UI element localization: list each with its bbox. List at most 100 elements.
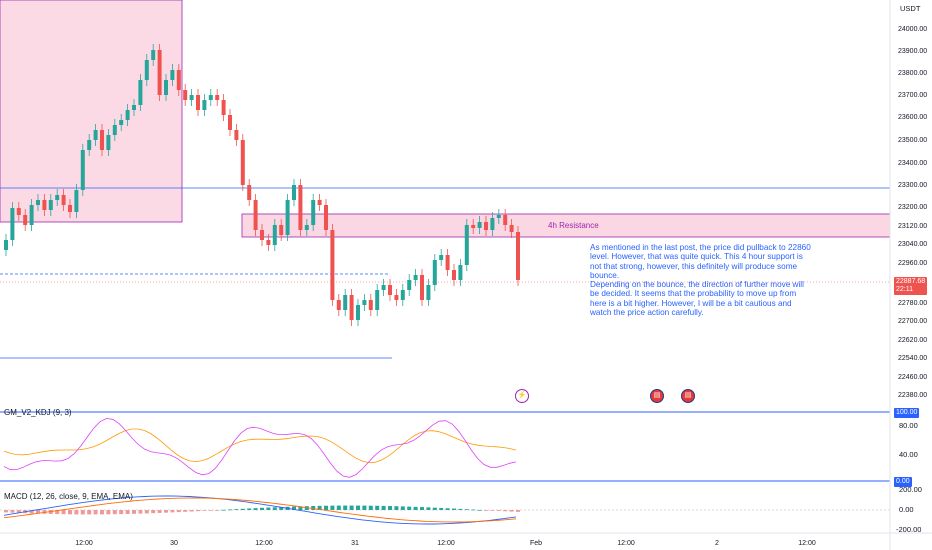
candle-body [484, 222, 488, 230]
current-price-value: 22887.68 [896, 278, 926, 285]
candles [4, 44, 520, 326]
candle-body [87, 140, 92, 150]
macd-bar [215, 510, 220, 511]
macd-bar [496, 510, 501, 511]
kdj-level-tag: 100.00 [894, 408, 920, 418]
price-tick-label: 23700.00 [898, 92, 927, 99]
macd-bar [183, 510, 188, 512]
macd-bar [330, 505, 335, 510]
macd-bar [10, 510, 15, 513]
candle-body [311, 200, 316, 225]
macd-bar [452, 508, 456, 510]
resistance-label[interactable]: 4h Resistance [548, 221, 599, 230]
candle-body [336, 300, 341, 310]
macd-bar [420, 507, 424, 510]
price-tick-label: 24000.00 [898, 26, 927, 33]
macd-title[interactable]: MACD (12, 26, close, 9, EMA, EMA) [4, 492, 133, 501]
macd-bar [151, 510, 156, 514]
candle-body [496, 215, 501, 218]
macd-bar [394, 506, 399, 510]
candle-body [106, 135, 111, 150]
time-tick-label: 12:00 [798, 540, 816, 547]
time-tick-label: 12:00 [437, 540, 455, 547]
macd-bar [176, 510, 181, 513]
candle-body [471, 225, 476, 228]
candle-body [413, 275, 418, 280]
candle-body [170, 70, 175, 80]
macd-bar [42, 510, 47, 514]
candle-body [93, 130, 98, 140]
macd-bar [311, 505, 316, 510]
macd-bar [279, 507, 284, 510]
candle-body [253, 200, 258, 230]
macd-bar [164, 510, 168, 513]
macd-bar [477, 509, 482, 511]
candle-body [272, 225, 277, 245]
time-tick-label: 2 [715, 540, 719, 547]
price-axis: 24000.00 23900.00 23800.00 23700.00 23600.00… [898, 26, 927, 399]
price-tick-label: 22620.00 [898, 337, 927, 344]
macd-bar [125, 510, 130, 514]
us-flag-icon[interactable]: ▤ [650, 389, 664, 403]
macd-tick: 0.00 [899, 505, 914, 514]
candle-body [368, 300, 373, 310]
macd-bar [503, 510, 508, 512]
candle-body [112, 125, 117, 135]
candle-body [317, 200, 322, 205]
macd-bar [253, 508, 258, 510]
macd-bar [196, 510, 200, 512]
macd-bar [490, 510, 495, 511]
time-tick-label: 12:00 [617, 540, 635, 547]
macd-bar [234, 509, 239, 510]
macd-bar [266, 507, 271, 510]
macd-bar [144, 510, 149, 514]
kdj-k-line [3, 428, 517, 464]
candle-body [164, 80, 168, 95]
macd-bar [400, 506, 405, 510]
macd-bar [119, 510, 124, 515]
macd-bar [106, 510, 111, 515]
macd-tick: -200.00 [896, 525, 922, 534]
macd-bar [375, 505, 380, 510]
macd-bar [336, 505, 341, 510]
candle-body [260, 230, 264, 240]
macd-bar [272, 507, 277, 510]
candle-body [228, 115, 232, 130]
candle-body [400, 290, 405, 300]
candle-body [509, 225, 514, 232]
time-tick-label: 30 [170, 540, 178, 547]
candle-body [138, 80, 143, 105]
candle-body [189, 95, 194, 100]
candle-body [151, 50, 156, 60]
macd-bar [228, 509, 232, 511]
candle-body [349, 295, 354, 320]
candle-body [144, 60, 149, 80]
macd-bar [298, 506, 303, 510]
kdj-j-line [3, 418, 517, 478]
macd-bar [413, 506, 418, 510]
price-tick-label: 22700.00 [898, 318, 927, 325]
candle-body [362, 300, 367, 305]
us-flag-icon[interactable]: ▤ [681, 389, 695, 403]
kdj-title[interactable]: GM_V2_KDJ (9, 3) [4, 408, 72, 417]
macd-bar [260, 507, 264, 510]
macd-bar [362, 505, 367, 510]
macd-bar [55, 510, 60, 515]
macd-bar [247, 508, 252, 510]
macd-bar [509, 510, 514, 512]
macd-bar [29, 510, 34, 514]
candle-body [48, 200, 53, 210]
candle-body [202, 100, 207, 110]
candle-body [298, 185, 303, 230]
lightning-icon[interactable]: ⚡ [515, 389, 529, 403]
candle-body [458, 265, 463, 280]
price-tick-label: 22460.00 [898, 374, 927, 381]
macd-bar [74, 510, 79, 515]
candle-body [208, 95, 213, 100]
price-tick-label: 22540.00 [898, 355, 927, 362]
candle-body [240, 140, 245, 185]
macd-bar [87, 510, 92, 515]
time-tick-label: 12:00 [255, 540, 273, 547]
annotation-text[interactable]: As mentioned in the last post, the price… [590, 243, 812, 317]
